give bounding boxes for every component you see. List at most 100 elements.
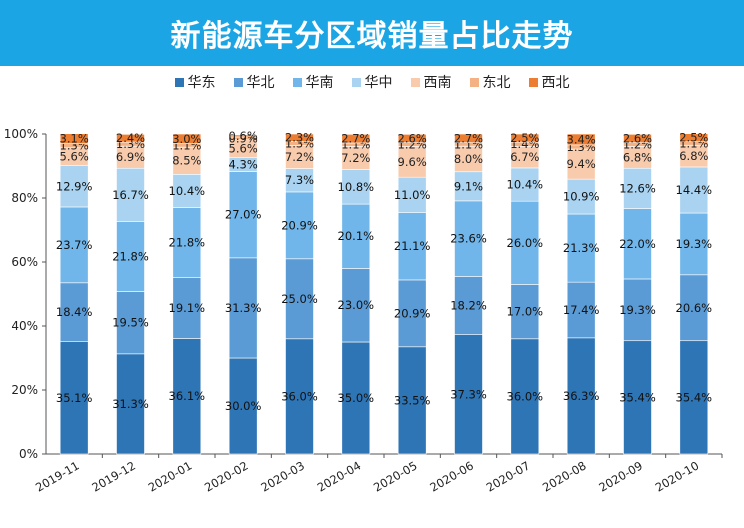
x-tick-label: 2020-10 bbox=[653, 458, 702, 494]
bar-segment bbox=[341, 341, 371, 455]
legend-label: 华北 bbox=[246, 75, 275, 91]
legend-label: 西南 bbox=[423, 75, 452, 91]
data-label: 12.6% bbox=[619, 181, 656, 195]
bar-segment bbox=[679, 340, 709, 455]
x-tick-label: 2020-02 bbox=[202, 458, 251, 494]
legend-item: 华中 bbox=[351, 72, 393, 92]
bar-segment bbox=[510, 284, 540, 340]
legend-swatch bbox=[469, 77, 479, 87]
data-label: 6.8% bbox=[623, 150, 652, 164]
y-tick-label: 20% bbox=[11, 383, 38, 397]
x-tick-label: 2020-05 bbox=[371, 458, 420, 494]
bar-segment bbox=[510, 200, 540, 285]
data-label: 3.4% bbox=[567, 132, 596, 146]
legend-swatch bbox=[292, 77, 302, 87]
data-label: 7.2% bbox=[341, 151, 370, 165]
data-label: 21.8% bbox=[112, 250, 149, 264]
data-label: 21.3% bbox=[563, 241, 600, 255]
legend-swatch bbox=[174, 77, 184, 87]
data-label: 9.4% bbox=[567, 157, 596, 171]
legend-item: 华北 bbox=[233, 72, 275, 92]
data-label: 20.9% bbox=[394, 306, 431, 320]
bar-segment bbox=[623, 134, 652, 143]
bar-segment bbox=[397, 134, 427, 143]
data-label: 18.4% bbox=[56, 305, 93, 319]
x-tick-label: 2020-07 bbox=[484, 458, 533, 494]
title-banner: 新能源车分区域销量占比走势 bbox=[0, 0, 744, 66]
bar-segment bbox=[285, 191, 314, 260]
data-label: 16.7% bbox=[112, 188, 149, 202]
bar-segment bbox=[341, 268, 371, 343]
data-label: 36.0% bbox=[507, 389, 544, 403]
data-label: 14.4% bbox=[676, 183, 713, 197]
data-label: 10.8% bbox=[338, 180, 375, 194]
bar-segment bbox=[623, 208, 652, 280]
data-label: 10.4% bbox=[507, 178, 544, 192]
data-label: 2.6% bbox=[398, 131, 427, 145]
data-label: 3.0% bbox=[172, 132, 201, 146]
data-label: 25.0% bbox=[281, 292, 318, 306]
data-label: 7.2% bbox=[285, 150, 314, 164]
chart-title: 新能源车分区域销量占比走势 bbox=[170, 19, 574, 54]
bar-segment bbox=[454, 276, 483, 335]
bar-segment bbox=[623, 167, 652, 209]
data-label: 4.3% bbox=[229, 158, 258, 172]
data-label: 26.0% bbox=[507, 236, 544, 250]
legend-label: 西北 bbox=[541, 75, 570, 91]
x-tick-label: 2020-03 bbox=[258, 458, 307, 494]
data-label: 6.9% bbox=[116, 150, 145, 164]
data-label: 8.0% bbox=[454, 152, 483, 166]
bar-segment bbox=[679, 274, 709, 342]
legend-item: 华东 bbox=[174, 72, 216, 92]
legend-swatch bbox=[351, 77, 361, 87]
data-label: 20.1% bbox=[338, 229, 375, 243]
data-label: 10.9% bbox=[563, 190, 600, 204]
y-tick-label: 0% bbox=[19, 447, 38, 461]
bar-segment bbox=[397, 212, 427, 281]
bar-segment bbox=[397, 279, 427, 348]
data-label: 9.1% bbox=[454, 179, 483, 193]
bar-segment bbox=[510, 133, 540, 143]
bar-segment bbox=[59, 206, 89, 284]
bar-segment bbox=[116, 167, 145, 222]
data-label: 35.4% bbox=[619, 390, 656, 404]
bar-segment bbox=[454, 200, 483, 277]
legend-label: 东北 bbox=[482, 75, 511, 91]
data-label: 2.3% bbox=[285, 131, 314, 145]
bar-segment bbox=[116, 134, 145, 143]
data-label: 23.0% bbox=[338, 298, 375, 312]
bar-segment bbox=[228, 257, 258, 359]
data-label: 37.3% bbox=[450, 387, 487, 401]
bar-segment bbox=[172, 277, 202, 339]
data-label: 3.1% bbox=[60, 132, 89, 146]
data-label: 31.3% bbox=[225, 301, 262, 315]
bar-segment bbox=[285, 338, 314, 455]
y-tick-label: 80% bbox=[11, 191, 38, 205]
bar-segment bbox=[116, 353, 145, 455]
data-label: 2.7% bbox=[454, 131, 483, 145]
data-label: 5.6% bbox=[60, 150, 89, 164]
y-tick-label: 40% bbox=[11, 319, 38, 333]
bar-segment bbox=[341, 169, 371, 205]
bar-segment bbox=[59, 133, 89, 144]
bar-segment bbox=[116, 221, 145, 292]
bar-segment bbox=[566, 133, 596, 146]
data-label: 10.4% bbox=[169, 184, 206, 198]
data-label: 35.0% bbox=[338, 391, 375, 405]
bar-segment bbox=[172, 174, 202, 208]
data-label: 30.0% bbox=[225, 399, 262, 413]
bar-segment bbox=[566, 178, 596, 215]
bar-segment bbox=[172, 146, 202, 175]
x-tick-label: 2020-09 bbox=[596, 458, 645, 494]
data-label: 2.5% bbox=[510, 131, 539, 145]
data-label: 27.0% bbox=[225, 208, 262, 222]
bar-segment bbox=[285, 258, 314, 340]
bar-segment bbox=[172, 133, 202, 144]
bar-segment bbox=[59, 282, 89, 342]
bar-segment bbox=[566, 281, 596, 339]
data-label: 35.4% bbox=[676, 390, 713, 404]
data-label: 2.5% bbox=[679, 131, 708, 145]
bar-segment bbox=[228, 134, 258, 138]
data-label: 2.4% bbox=[116, 131, 145, 145]
legend-swatch bbox=[528, 77, 538, 87]
